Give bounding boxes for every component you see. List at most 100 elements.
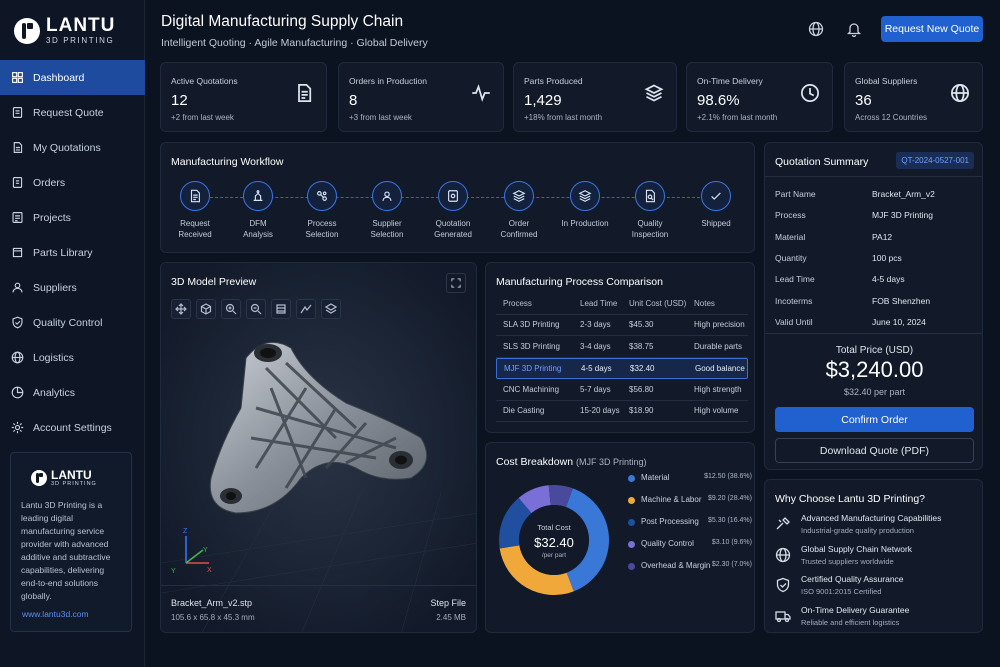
stat-value: 36 [855, 92, 872, 109]
summary-value: MJF 3D Printing [872, 210, 933, 221]
table-row[interactable]: Die Casting 15-20 days $18.90 High volume [496, 401, 748, 422]
workflow-step-request-received[interactable]: Request Received [165, 181, 225, 240]
stat-card-orders-in-production[interactable]: Orders in Production 8 +3 from last week [338, 62, 504, 132]
workflow-step-quotation-generated[interactable]: Quotation Generated [423, 181, 483, 240]
stat-sub: +2.1% from last month [697, 113, 778, 122]
website-link[interactable]: www.lantu3d.com [22, 609, 89, 619]
workflow-step-circle [243, 181, 273, 211]
about-text: Lantu 3D Printing is a leading digital m… [21, 500, 111, 601]
notifications-button[interactable] [846, 21, 862, 40]
table-row[interactable]: SLS 3D Printing 3-4 days $38.75 Durable par… [496, 336, 748, 358]
sidebar-item-analytics[interactable]: Analytics [0, 375, 145, 410]
summary-value: 100 pcs [872, 252, 902, 263]
layers-button[interactable] [321, 299, 341, 319]
donut-slice-overhead-margin[interactable] [548, 485, 573, 508]
sidebar-item-label: My Quotations [33, 141, 101, 154]
confirm-order-button[interactable]: Confirm Order [775, 407, 974, 432]
quotation-summary-panel: Quotation Summary QT-2024-0527-001 Part … [764, 142, 983, 470]
zoom-out-button[interactable] [246, 299, 266, 319]
legend-swatch [628, 519, 635, 526]
fullscreen-button[interactable] [446, 273, 466, 293]
pan-tool-button[interactable] [171, 299, 191, 319]
workflow-step-order-confirmed[interactable]: Order Confirmed [489, 181, 549, 240]
projects-icon [12, 212, 23, 223]
legend-item-machine-labor: Machine & Labor $9.20 (28.4%) [628, 495, 752, 504]
sidebar-item-request-quote[interactable]: Request Quote [0, 95, 145, 130]
gear-icon [11, 421, 24, 434]
sidebar-item-projects[interactable]: Projects [0, 200, 145, 235]
why-item-4: On-Time Delivery Guarantee Reliable and … [775, 605, 909, 627]
workflow-step-in-production[interactable]: In Production [555, 181, 615, 229]
section-view-button[interactable] [271, 299, 291, 319]
table-cell: Die Casting [503, 406, 545, 416]
sidebar-nav: Dashboard Request Quote My Quotations Order… [0, 60, 145, 445]
workflow-step-supplier-selection[interactable]: Supplier Selection [357, 181, 417, 240]
stat-sub: +2 from last week [171, 113, 234, 122]
summary-value: 4-5 days [872, 274, 905, 285]
summary-key: Process [775, 210, 806, 221]
stat-card-active-quotations[interactable]: Active Quotations 12 +2 from last week [160, 62, 327, 132]
brand-logo[interactable]: LANTU 3D PRINTING [14, 16, 115, 45]
table-cell: Good balance [695, 363, 745, 373]
bracket-model-render[interactable] [196, 328, 436, 528]
layers-icon [578, 190, 592, 202]
workflow-step-shipped[interactable]: Shipped [686, 181, 746, 229]
workflow-step-circle [635, 181, 665, 211]
globe-icon [775, 547, 791, 562]
download-quote-button[interactable]: Download Quote (PDF) [775, 438, 974, 463]
table-row[interactable]: SLA 3D Printing 2-3 days $45.30 High precis… [496, 315, 748, 336]
grid-icon [276, 304, 286, 314]
table-cell: High volume [694, 406, 739, 416]
workflow-step-circle [570, 181, 600, 211]
table-row[interactable]: CNC Machining 5-7 days $56.80 High strength [496, 379, 748, 401]
why-title: Why Choose Lantu 3D Printing? [775, 493, 925, 505]
divider [161, 585, 476, 586]
sidebar-item-quality-control[interactable]: Quality Control [0, 305, 145, 340]
sidebar-item-logistics[interactable]: Logistics [0, 340, 145, 375]
sidebar-item-my-quotations[interactable]: My Quotations [0, 130, 145, 165]
page-subtitle: Intelligent Quoting · Agile Manufacturin… [161, 37, 428, 49]
stat-card-on-time-delivery[interactable]: On-Time Delivery 98.6% +2.1% from last m… [686, 62, 833, 132]
table-row[interactable]: MJF 3D Printing 4-5 days $32.40 Good balanc… [496, 357, 748, 379]
sidebar-item-suppliers[interactable]: Suppliers [0, 270, 145, 305]
donut-slice-machine-labor[interactable] [499, 545, 574, 595]
legend-value: $12.50 (38.6%) [704, 473, 752, 480]
stat-card-global-suppliers[interactable]: Global Suppliers 36 Across 12 Countries [844, 62, 983, 132]
donut-slice-material[interactable] [566, 488, 609, 592]
sidebar-item-account-settings[interactable]: Account Settings [0, 410, 145, 445]
sidebar-item-orders[interactable]: Orders [0, 165, 145, 200]
cost-donut-chart[interactable] [498, 479, 610, 601]
document-icon [298, 84, 312, 102]
measure-button[interactable] [296, 299, 316, 319]
donut-slice-post-processing[interactable] [499, 497, 532, 549]
sidebar-item-label: Logistics [33, 351, 74, 364]
table-cell: 5-7 days [580, 384, 611, 394]
workflow-step-quality-inspection[interactable]: Quality Inspection [620, 181, 680, 240]
table-cell: 2-3 days [580, 320, 611, 330]
legend-label: Material [641, 473, 670, 482]
stat-card-parts-produced[interactable]: Parts Produced 1,429 +18% from last mont… [513, 62, 677, 132]
summary-row-part-name: Part Name Bracket_Arm_v2 [775, 189, 965, 199]
workflow-step-label: Quality Inspection [631, 219, 669, 239]
donut-slice-quality-control[interactable] [518, 485, 551, 514]
summary-value: PA12 [872, 231, 893, 242]
summary-row-quantity: Quantity 100 pcs [775, 253, 965, 263]
zoom-in-button[interactable] [221, 299, 241, 319]
sidebar-item-parts-library[interactable]: Parts Library [0, 235, 145, 270]
sidebar-item-label: Request Quote [33, 106, 104, 119]
view-cube-button[interactable] [196, 299, 216, 319]
pulse-icon [472, 84, 490, 102]
workflow-panel: Manufacturing Workflow Request Received … [160, 142, 755, 253]
sidebar-item-label: Orders [33, 176, 66, 189]
quotations-icon [13, 142, 23, 153]
file-dimensions: 105.6 x 65.8 x 45.3 mm [171, 613, 255, 622]
sidebar-item-dashboard[interactable]: Dashboard [0, 60, 145, 95]
sidebar-item-label: Analytics [33, 386, 76, 399]
summary-key: Valid Until [775, 316, 813, 327]
language-button[interactable] [808, 21, 824, 40]
request-new-quote-button[interactable]: Request New Quote [881, 16, 983, 42]
process-icon [317, 191, 327, 201]
workflow-step-process-selection[interactable]: Process Selection [292, 181, 352, 240]
stat-label: On-Time Delivery [697, 76, 763, 86]
workflow-step-dfm-analysis[interactable]: DFM Analysis [228, 181, 288, 240]
